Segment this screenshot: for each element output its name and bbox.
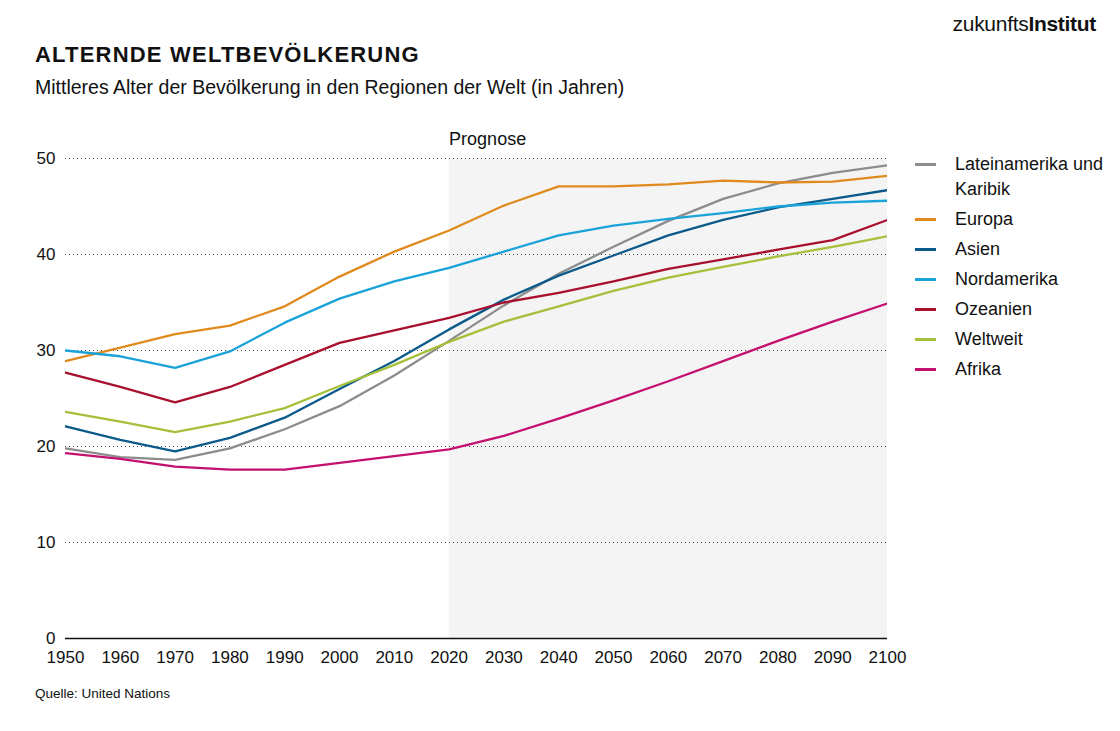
svg-text:2080: 2080	[759, 648, 797, 667]
svg-text:2090: 2090	[814, 648, 852, 667]
html-text:Mittleres Alter der Bevölkerun: Mittleres Alter der Bevölkerung in den R…	[35, 76, 625, 98]
html-text:Weltweit: Weltweit	[955, 329, 1023, 349]
html-text:Asien: Asien	[955, 239, 1000, 259]
svg-text:50: 50	[37, 149, 56, 168]
svg-text:10: 10	[37, 533, 56, 552]
svg-text:20: 20	[37, 437, 56, 456]
svg-text:2100: 2100	[869, 648, 907, 667]
html-text:ALTERNDE WELTBEVÖLKERUNG: ALTERNDE WELTBEVÖLKERUNG	[35, 42, 420, 67]
html-text:Europa: Europa	[955, 209, 1013, 229]
html-text:Nordamerika: Nordamerika	[955, 269, 1058, 289]
svg-text:1990: 1990	[266, 648, 304, 667]
svg-text:1950: 1950	[47, 648, 85, 667]
html-text:zukunfts Institut: zukunfts Institut	[952, 12, 1096, 35]
svg-text:1960: 1960	[101, 648, 139, 667]
svg-text:2060: 2060	[649, 648, 687, 667]
svg-text:2040: 2040	[540, 648, 578, 667]
html-text:Ozeanien: Ozeanien	[955, 299, 1033, 319]
svg-text:2000: 2000	[321, 648, 359, 667]
svg-text:30: 30	[37, 341, 56, 360]
html-text:Lateinamerika und Karibik: Lateinamerika und Karibik	[955, 154, 1104, 199]
svg-text:2070: 2070	[704, 648, 742, 667]
svg-text:1980: 1980	[211, 648, 249, 667]
svg-text:0: 0	[46, 629, 55, 648]
svg-text:2030: 2030	[485, 648, 523, 667]
svg-text:2020: 2020	[430, 648, 468, 667]
svg-text:1970: 1970	[156, 648, 194, 667]
html-text:Afrika: Afrika	[955, 359, 1001, 379]
svg-text:2050: 2050	[595, 648, 633, 667]
svg-text:Prognose: Prognose	[449, 129, 526, 149]
svg-text:2010: 2010	[375, 648, 413, 667]
html-text:Quelle: United Nations: Quelle: United Nations	[35, 686, 171, 701]
svg-text:40: 40	[37, 245, 56, 264]
